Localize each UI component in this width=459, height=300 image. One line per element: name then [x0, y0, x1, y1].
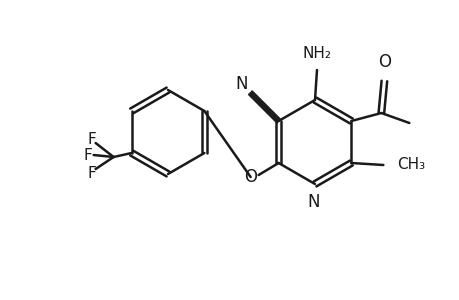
- Text: F: F: [83, 148, 92, 163]
- Text: O: O: [377, 53, 390, 71]
- Text: NH₂: NH₂: [302, 46, 331, 61]
- Text: F: F: [87, 131, 96, 146]
- Text: CH₃: CH₃: [397, 157, 425, 172]
- Text: N: N: [307, 193, 319, 211]
- Text: F: F: [87, 166, 96, 181]
- Text: O: O: [244, 168, 257, 186]
- Text: N: N: [235, 75, 247, 93]
